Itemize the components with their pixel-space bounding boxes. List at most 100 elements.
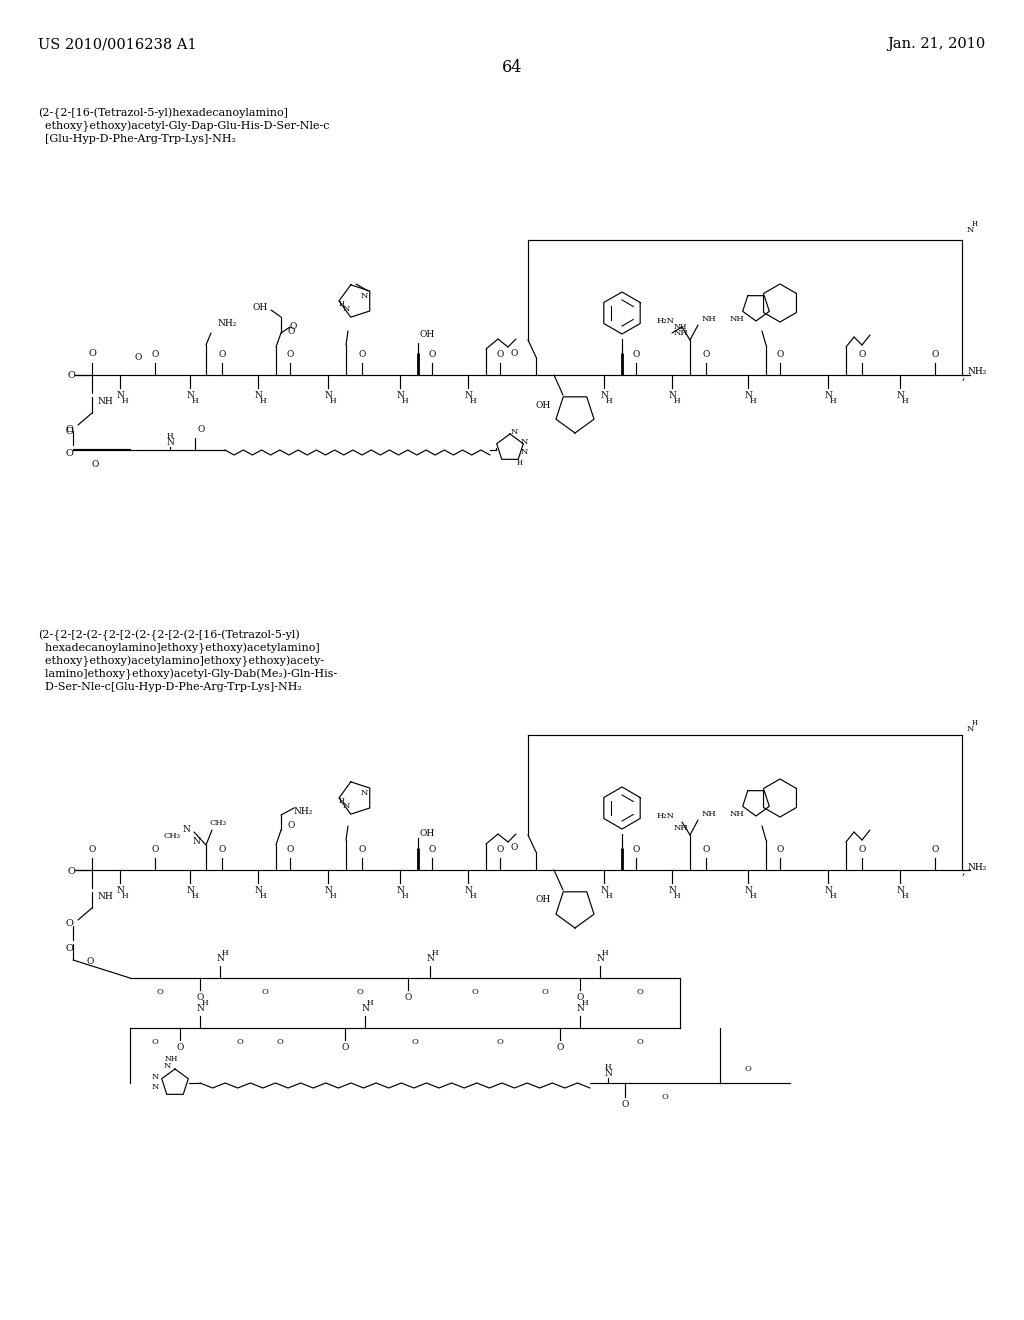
Text: N: N bbox=[464, 886, 472, 895]
Text: NH: NH bbox=[98, 892, 114, 902]
Text: hexadecanoylamino]ethoxy}ethoxy)acetylamino]: hexadecanoylamino]ethoxy}ethoxy)acetylam… bbox=[38, 643, 319, 655]
Text: H: H bbox=[582, 999, 589, 1007]
Text: N: N bbox=[216, 954, 224, 964]
Text: O: O bbox=[744, 1065, 752, 1073]
Text: O: O bbox=[858, 350, 865, 359]
Text: O: O bbox=[542, 987, 549, 997]
Text: H: H bbox=[972, 719, 978, 727]
Text: O: O bbox=[218, 845, 225, 854]
Text: O: O bbox=[66, 449, 73, 458]
Text: NH₂: NH₂ bbox=[294, 808, 313, 817]
Text: H: H bbox=[829, 397, 837, 405]
Text: N: N bbox=[824, 391, 831, 400]
Text: H: H bbox=[367, 999, 374, 1007]
Text: H: H bbox=[339, 300, 345, 308]
Text: N: N bbox=[396, 391, 403, 400]
Text: NH: NH bbox=[702, 315, 717, 323]
Text: O: O bbox=[632, 845, 640, 854]
Text: 64: 64 bbox=[502, 59, 522, 77]
Text: N: N bbox=[967, 725, 975, 733]
Text: H: H bbox=[221, 949, 228, 957]
Text: O: O bbox=[218, 350, 225, 359]
Text: H: H bbox=[674, 397, 680, 405]
Text: O: O bbox=[66, 425, 73, 433]
Text: N: N bbox=[254, 391, 262, 400]
Text: N: N bbox=[360, 789, 368, 797]
Text: N: N bbox=[604, 1069, 612, 1078]
Text: N: N bbox=[520, 447, 527, 455]
Text: O: O bbox=[88, 845, 95, 854]
Text: OH: OH bbox=[536, 400, 551, 409]
Text: lamino]ethoxy}ethoxy)acetyl-Gly-Dab(Me₂)-Gln-His-: lamino]ethoxy}ethoxy)acetyl-Gly-Dab(Me₂)… bbox=[38, 669, 337, 680]
Text: N: N bbox=[396, 886, 403, 895]
Text: O: O bbox=[261, 987, 268, 997]
Text: N: N bbox=[324, 886, 332, 895]
Text: O: O bbox=[68, 371, 75, 380]
Text: O: O bbox=[577, 993, 584, 1002]
Text: O: O bbox=[66, 426, 73, 436]
Text: NH: NH bbox=[702, 810, 717, 818]
Text: [Glu-Hyp-D-Phe-Arg-Trp-Lys]-NH₂: [Glu-Hyp-D-Phe-Arg-Trp-Lys]-NH₂ bbox=[38, 135, 236, 144]
Text: O: O bbox=[134, 352, 141, 362]
Text: NH: NH bbox=[98, 397, 114, 407]
Text: N: N bbox=[342, 803, 349, 810]
Text: O: O bbox=[152, 350, 159, 359]
Text: O: O bbox=[88, 348, 96, 358]
Text: N: N bbox=[116, 391, 124, 400]
Text: O: O bbox=[237, 1038, 244, 1045]
Text: H: H bbox=[750, 397, 757, 405]
Text: H: H bbox=[432, 949, 438, 957]
Text: N: N bbox=[360, 292, 368, 300]
Text: H: H bbox=[167, 432, 173, 440]
Text: N: N bbox=[152, 1082, 159, 1092]
Text: D-Ser-Nle-c[Glu-Hyp-D-Phe-Arg-Trp-Lys]-NH₂: D-Ser-Nle-c[Glu-Hyp-D-Phe-Arg-Trp-Lys]-N… bbox=[38, 682, 302, 692]
Text: ;: ; bbox=[963, 867, 966, 876]
Text: NH₂: NH₂ bbox=[968, 862, 987, 871]
Text: H: H bbox=[602, 949, 608, 957]
Text: N: N bbox=[668, 886, 676, 895]
Text: N: N bbox=[824, 886, 831, 895]
Text: O: O bbox=[702, 845, 710, 854]
Text: H: H bbox=[191, 397, 199, 405]
Text: O: O bbox=[197, 993, 204, 1002]
Text: ethoxy}ethoxy)acetyl-Gly-Dap-Glu-His-D-Ser-Nle-c: ethoxy}ethoxy)acetyl-Gly-Dap-Glu-His-D-S… bbox=[38, 121, 330, 132]
Text: O: O bbox=[622, 1100, 629, 1109]
Text: H: H bbox=[605, 1063, 611, 1071]
Text: N: N bbox=[577, 1005, 584, 1012]
Text: N: N bbox=[193, 837, 200, 846]
Text: O: O bbox=[66, 920, 73, 928]
Text: H: H bbox=[330, 397, 336, 405]
Text: H₂N: H₂N bbox=[657, 812, 675, 820]
Text: H: H bbox=[470, 397, 476, 405]
Text: OH: OH bbox=[420, 330, 435, 339]
Text: H: H bbox=[605, 397, 612, 405]
Text: O: O bbox=[510, 843, 518, 853]
Text: H: H bbox=[470, 892, 476, 900]
Text: N: N bbox=[116, 886, 124, 895]
Text: H: H bbox=[902, 397, 908, 405]
Text: H: H bbox=[191, 892, 199, 900]
Text: N: N bbox=[254, 886, 262, 895]
Text: H: H bbox=[972, 220, 978, 228]
Text: H: H bbox=[605, 892, 612, 900]
Text: O: O bbox=[66, 944, 73, 953]
Text: N: N bbox=[163, 1063, 171, 1071]
Text: N: N bbox=[896, 886, 904, 895]
Text: NH: NH bbox=[729, 315, 744, 323]
Text: N: N bbox=[152, 1073, 159, 1081]
Text: CH₃: CH₃ bbox=[210, 818, 227, 828]
Text: NH: NH bbox=[673, 329, 688, 337]
Text: O: O bbox=[276, 1038, 284, 1045]
Text: N: N bbox=[361, 1005, 369, 1012]
Text: H: H bbox=[829, 892, 837, 900]
Text: O: O bbox=[86, 957, 93, 966]
Text: O: O bbox=[931, 350, 939, 359]
Text: N: N bbox=[668, 391, 676, 400]
Text: O: O bbox=[776, 350, 783, 359]
Text: N: N bbox=[896, 391, 904, 400]
Text: N: N bbox=[596, 954, 604, 964]
Text: H: H bbox=[750, 892, 757, 900]
Text: N: N bbox=[464, 391, 472, 400]
Text: O: O bbox=[288, 821, 295, 829]
Text: O: O bbox=[358, 350, 366, 359]
